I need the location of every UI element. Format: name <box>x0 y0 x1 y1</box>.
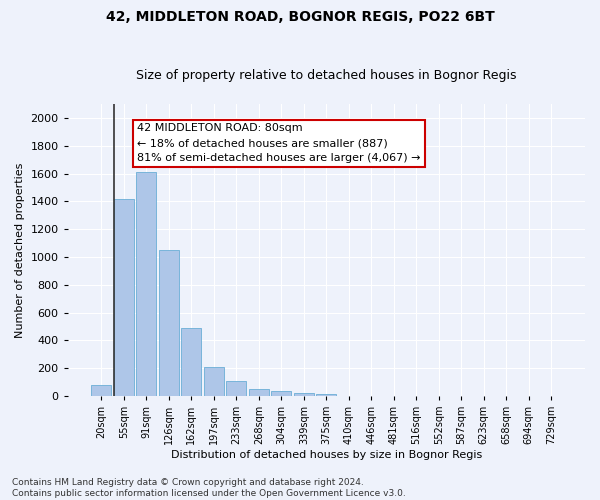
Bar <box>181 328 202 396</box>
Bar <box>114 198 134 396</box>
Bar <box>294 393 314 396</box>
Bar <box>249 389 269 396</box>
Bar <box>316 394 337 396</box>
Bar <box>91 385 112 396</box>
Bar <box>204 368 224 396</box>
X-axis label: Distribution of detached houses by size in Bognor Regis: Distribution of detached houses by size … <box>171 450 482 460</box>
Y-axis label: Number of detached properties: Number of detached properties <box>15 162 25 338</box>
Bar <box>271 392 292 396</box>
Bar <box>226 382 247 396</box>
Text: 42 MIDDLETON ROAD: 80sqm
← 18% of detached houses are smaller (887)
81% of semi-: 42 MIDDLETON ROAD: 80sqm ← 18% of detach… <box>137 124 421 163</box>
Bar <box>159 250 179 396</box>
Title: Size of property relative to detached houses in Bognor Regis: Size of property relative to detached ho… <box>136 69 517 82</box>
Bar <box>136 172 157 396</box>
Text: Contains HM Land Registry data © Crown copyright and database right 2024.
Contai: Contains HM Land Registry data © Crown c… <box>12 478 406 498</box>
Text: 42, MIDDLETON ROAD, BOGNOR REGIS, PO22 6BT: 42, MIDDLETON ROAD, BOGNOR REGIS, PO22 6… <box>106 10 494 24</box>
